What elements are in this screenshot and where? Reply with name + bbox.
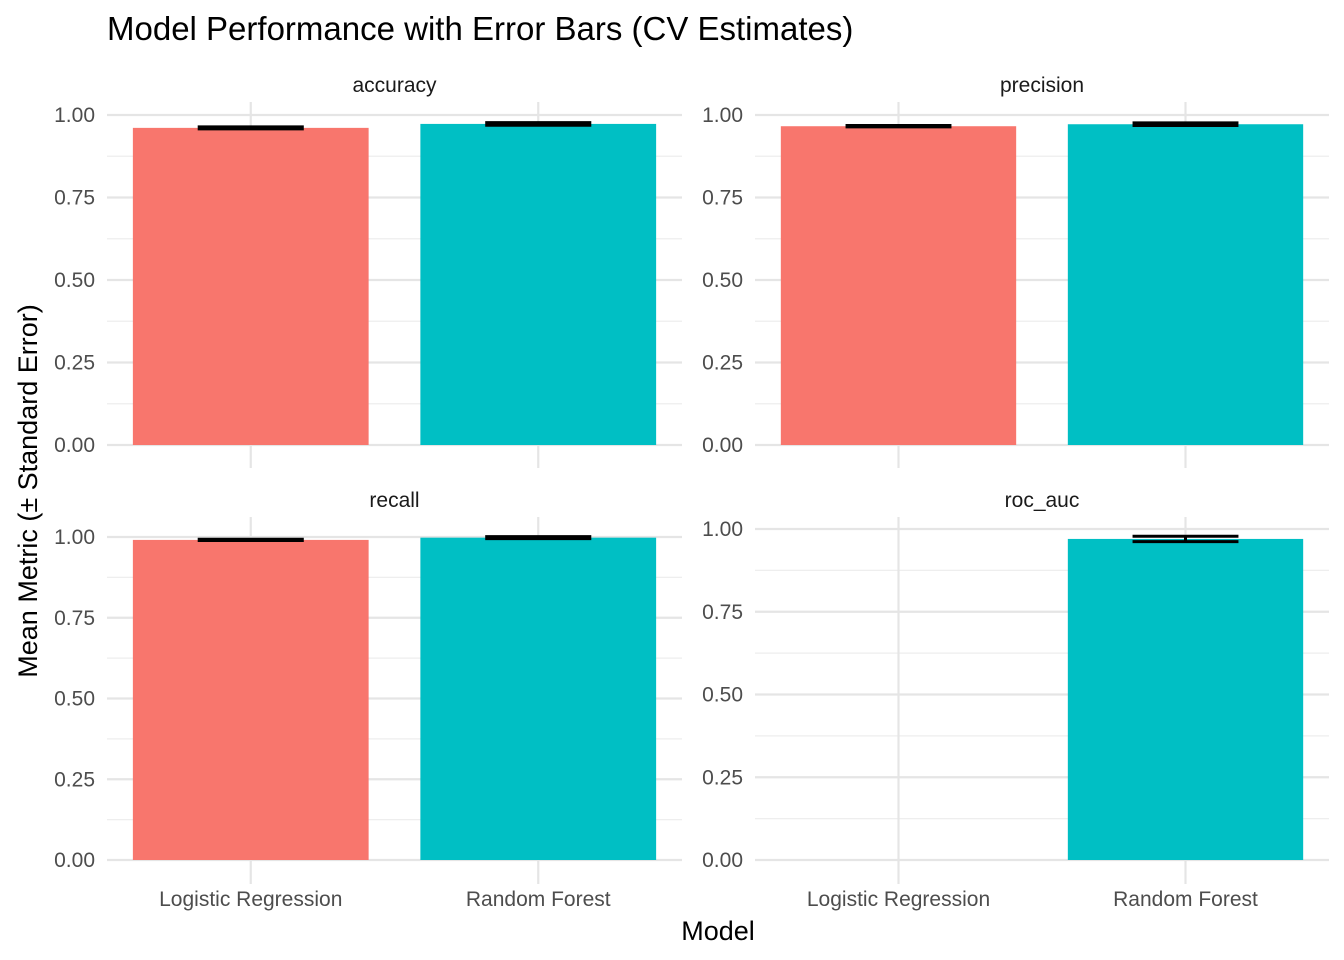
y-tick-label: 0.00 [54, 434, 95, 457]
error-bar-recall-0 [197, 537, 304, 543]
facet-strip-label: roc_auc [1005, 489, 1080, 512]
facet-strip-label: precision [1000, 74, 1084, 97]
bar-roc_auc-1 [1067, 538, 1304, 860]
bar-precision-1 [1067, 124, 1304, 446]
panel-roc_auc: 0.00 0.25 0.50 0.75 1.00 roc_auc Logistic Regr… [702, 489, 1329, 911]
bar-accuracy-1 [420, 123, 657, 445]
y-tick-label: 0.25 [54, 768, 95, 791]
y-tick-label: 0.75 [702, 601, 743, 624]
bar-recall-0 [132, 539, 369, 860]
bar-precision-0 [780, 126, 1017, 445]
y-tick-label: 0.00 [54, 849, 95, 872]
error-bar-precision-1 [1132, 121, 1239, 128]
panel-accuracy: 0.00 0.25 0.50 0.75 1.00 accuracy [54, 74, 682, 468]
error-bar-roc_auc-1 [1132, 534, 1239, 544]
y-tick-label: 1.00 [54, 104, 95, 127]
y-tick-label: 0.75 [702, 187, 743, 210]
chart-panels: 0.00 0.25 0.50 0.75 1.00 accuracy 0.00 0.25 0.50… [54, 74, 1329, 911]
y-tick-label: 1.00 [54, 526, 95, 549]
y-tick-label: 0.75 [54, 607, 95, 630]
y-tick-label: 0.25 [702, 766, 743, 789]
y-tick-label: 0.50 [54, 688, 95, 711]
y-tick-label: 0.00 [702, 849, 743, 872]
y-axis-title: Mean Metric (± Standard Error) [13, 304, 43, 677]
error-bar-recall-1 [485, 535, 592, 541]
y-tick-label: 0.50 [702, 684, 743, 707]
x-tick-label: Random Forest [466, 888, 611, 911]
y-tick-label: 0.25 [54, 352, 95, 375]
facet-strip-label: accuracy [352, 74, 437, 97]
error-bar-accuracy-0 [197, 125, 304, 131]
y-tick-label: 0.00 [702, 434, 743, 457]
error-bar-accuracy-1 [485, 121, 592, 127]
facet-strip-label: recall [369, 489, 419, 512]
y-tick-label: 1.00 [702, 104, 743, 127]
x-axis-title: Model [681, 916, 755, 946]
y-tick-label: 0.50 [54, 269, 95, 292]
chart-title: Model Performance with Error Bars (CV Es… [107, 10, 853, 47]
y-tick-label: 0.50 [702, 269, 743, 292]
x-tick-label: Random Forest [1113, 888, 1258, 911]
panel-precision: 0.00 0.25 0.50 0.75 1.00 precision [702, 74, 1329, 468]
bar-recall-1 [420, 537, 657, 860]
x-tick-label: Logistic Regression [807, 888, 990, 911]
y-tick-label: 0.25 [702, 352, 743, 375]
x-tick-label: Logistic Regression [159, 888, 342, 911]
panel-recall: 0.00 0.25 0.50 0.75 1.00 recall Logistic Regre… [54, 489, 682, 911]
y-tick-label: 0.75 [54, 187, 95, 210]
bar-accuracy-0 [132, 127, 369, 446]
error-bar-precision-0 [845, 124, 952, 129]
y-tick-label: 1.00 [702, 518, 743, 541]
